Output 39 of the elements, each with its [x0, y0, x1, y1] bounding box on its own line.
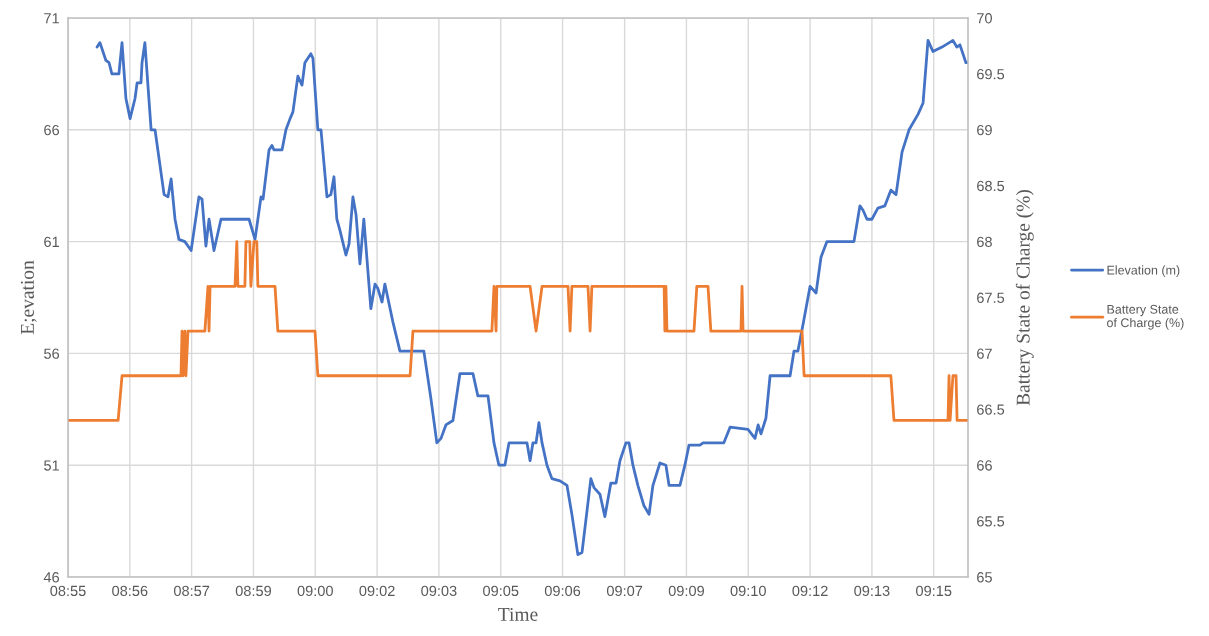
y2-axis-title: Battery State of Charge (%) [1015, 190, 1034, 406]
y-tick-label: 71 [44, 13, 59, 24]
y-tick-label: 56 [44, 348, 60, 359]
y2-tick-label: 66 [977, 460, 992, 471]
y2-tick-label: 69 [977, 124, 992, 136]
y2-tick-label: 67.5 [977, 292, 1005, 303]
y2-tick-label: 66.5 [977, 404, 1005, 415]
x-tick-label: 09:00 [297, 585, 333, 597]
y2-tick-label: 65 [977, 572, 992, 583]
x-tick-label: 09:03 [421, 585, 457, 597]
line-series [68, 240, 968, 422]
y-axis-title: E;evation [20, 260, 37, 335]
y2-tick-label: 65.5 [977, 516, 1005, 527]
y-tick-label: 51 [44, 460, 59, 471]
x-axis-title: Time [498, 607, 538, 621]
line-series [95, 38, 968, 557]
x-tick-label: 09:06 [544, 585, 581, 597]
x-tick-label: 09:07 [606, 585, 643, 597]
y2-tick-label: 68 [977, 236, 992, 248]
x-tick-label: 08:59 [235, 585, 272, 597]
y2-tick-label: 70 [977, 13, 992, 24]
x-tick-label: 09:05 [483, 585, 519, 597]
x-tick-label: 08:56 [112, 585, 148, 597]
x-tick-label: 08:57 [173, 585, 210, 597]
x-tick-label: 09:13 [854, 585, 890, 597]
x-tick-label: 09:09 [668, 585, 704, 597]
legend-label: Battery State of Charge (%) [1107, 304, 1184, 330]
x-tick-label: 09:12 [792, 585, 828, 597]
y2-tick-label: 68.5 [977, 180, 1005, 192]
x-tick-label: 09:02 [359, 585, 395, 597]
x-tick-label: 09:15 [916, 585, 952, 597]
y-tick-label: 61 [44, 236, 59, 248]
y-tick-label: 66 [44, 124, 60, 136]
x-tick-label: 08:55 [50, 585, 86, 597]
x-tick-label: 09:10 [730, 585, 766, 597]
y2-tick-label: 69.5 [977, 69, 1005, 80]
y-tick-label: 46 [43, 572, 60, 583]
legend-label: Elevation (m) [1107, 265, 1180, 278]
y2-tick-label: 67 [977, 348, 992, 359]
